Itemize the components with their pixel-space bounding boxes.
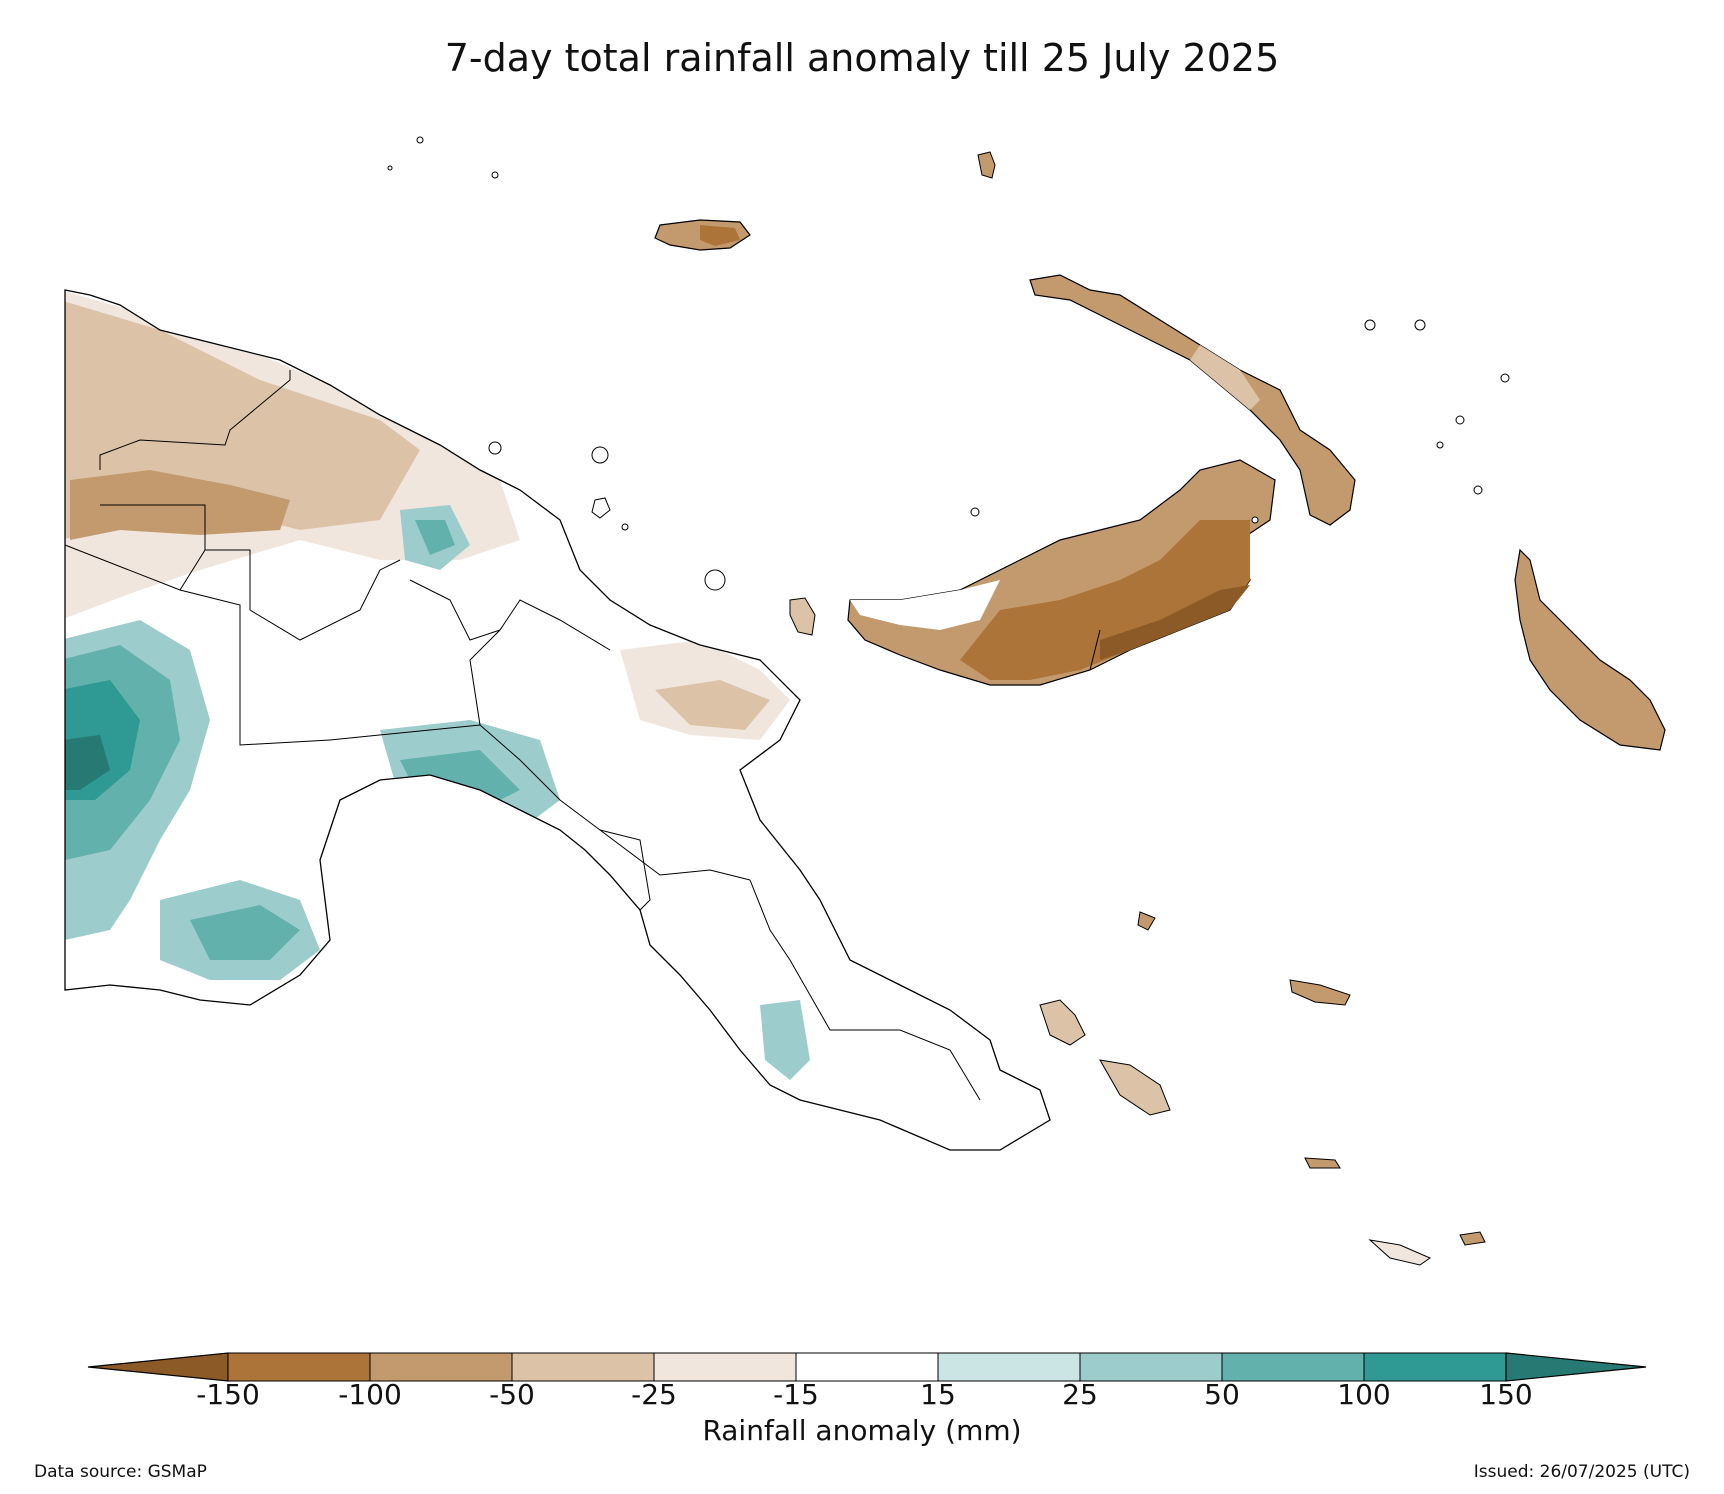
data-source-note: Data source: GSMaP [34, 1462, 207, 1482]
colorbar-tick-label: 50 [1204, 1378, 1240, 1411]
rossel-island [1459, 1231, 1486, 1246]
woodlark-island [1289, 979, 1351, 1006]
normanby-island [1099, 1059, 1171, 1116]
colorbar-tick-label: 100 [1337, 1378, 1391, 1411]
scattered-islets [387, 136, 1510, 591]
colorbar-tick-label: 25 [1062, 1378, 1098, 1411]
issued-date-note: Issued: 26/07/2025 (UTC) [1473, 1462, 1690, 1482]
colorbar-tick-label: -25 [631, 1378, 677, 1411]
colorbar-tick-label: 150 [1479, 1378, 1533, 1411]
colorbar-bin [795, 1352, 939, 1382]
colorbar-tick-label: 15 [920, 1378, 956, 1411]
colorbar-bin [1221, 1352, 1365, 1382]
bougainville-island [1514, 548, 1666, 751]
mussau-island [977, 151, 996, 179]
colorbar-bin [937, 1352, 1081, 1382]
colorbar-extend-max [1505, 1352, 1647, 1382]
karkar-island [591, 497, 611, 519]
colorbar-tick-label: -15 [773, 1378, 819, 1411]
colorbar-bin [511, 1352, 655, 1382]
colorbar-tick-label: -150 [196, 1378, 260, 1411]
mainland-png [64, 289, 1051, 1151]
colorbar-bin [653, 1352, 797, 1382]
colorbar-bin [1079, 1352, 1223, 1382]
colorbar-extend-min [87, 1352, 229, 1382]
new-britain [847, 459, 1276, 686]
sudest-island [1368, 1239, 1432, 1266]
colorbar-tick-label: -50 [489, 1378, 535, 1411]
new-ireland [1029, 274, 1356, 526]
manus-island-core [700, 225, 740, 246]
fergusson-island [1039, 999, 1086, 1046]
map-title: 7-day total rainfall anomaly till 25 Jul… [444, 36, 1280, 80]
colorbar-bin [369, 1352, 513, 1382]
colorbar-title: Rainfall anomaly (mm) [702, 1414, 1022, 1447]
umboi-island [789, 597, 816, 636]
misima-island [1304, 1157, 1341, 1169]
colorbar-tick-label: -100 [338, 1378, 402, 1411]
colorbar-bin [1363, 1352, 1507, 1382]
trobriand-island [1137, 911, 1156, 931]
colorbar [87, 1352, 1647, 1382]
colorbar-bin [227, 1352, 371, 1382]
